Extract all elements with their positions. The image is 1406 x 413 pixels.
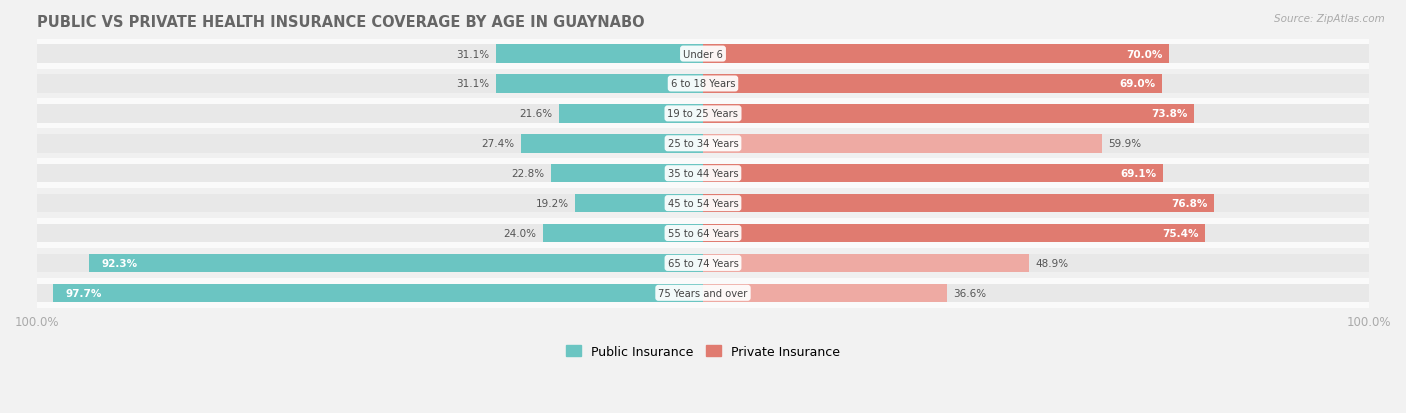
Bar: [496, 75, 703, 93]
Bar: [37, 75, 703, 93]
Text: 59.9%: 59.9%: [1108, 139, 1142, 149]
Bar: [703, 135, 1369, 153]
Text: 75.4%: 75.4%: [1161, 228, 1198, 238]
Text: Source: ZipAtlas.com: Source: ZipAtlas.com: [1274, 14, 1385, 24]
Text: 35 to 44 Years: 35 to 44 Years: [668, 169, 738, 179]
Text: 69.0%: 69.0%: [1119, 79, 1156, 89]
Bar: [703, 284, 1369, 302]
Text: 48.9%: 48.9%: [1035, 258, 1069, 268]
Bar: [703, 45, 1369, 64]
Bar: [37, 254, 703, 273]
Bar: [496, 45, 703, 64]
Text: 22.8%: 22.8%: [512, 169, 544, 179]
Text: 55 to 64 Years: 55 to 64 Years: [668, 228, 738, 238]
Bar: [37, 284, 703, 302]
Bar: [703, 195, 1369, 213]
Bar: [703, 224, 1369, 243]
Bar: [37, 99, 1369, 129]
Bar: [37, 45, 703, 64]
Bar: [703, 284, 946, 302]
Bar: [703, 224, 1205, 243]
Text: PUBLIC VS PRIVATE HEALTH INSURANCE COVERAGE BY AGE IN GUAYNABO: PUBLIC VS PRIVATE HEALTH INSURANCE COVER…: [37, 15, 645, 30]
Text: 19 to 25 Years: 19 to 25 Years: [668, 109, 738, 119]
Bar: [560, 105, 703, 123]
Bar: [37, 189, 1369, 218]
Bar: [703, 105, 1194, 123]
Bar: [37, 218, 1369, 248]
Bar: [703, 135, 1102, 153]
Text: 76.8%: 76.8%: [1171, 199, 1208, 209]
Text: 19.2%: 19.2%: [536, 199, 568, 209]
Text: 6 to 18 Years: 6 to 18 Years: [671, 79, 735, 89]
Text: 25 to 34 Years: 25 to 34 Years: [668, 139, 738, 149]
Text: 36.6%: 36.6%: [953, 288, 987, 298]
Bar: [37, 69, 1369, 99]
Bar: [703, 105, 1369, 123]
Text: 75 Years and over: 75 Years and over: [658, 288, 748, 298]
Text: 73.8%: 73.8%: [1152, 109, 1188, 119]
Text: 92.3%: 92.3%: [101, 258, 138, 268]
Text: 45 to 54 Years: 45 to 54 Years: [668, 199, 738, 209]
Bar: [703, 195, 1215, 213]
Bar: [703, 75, 1369, 93]
Bar: [703, 164, 1163, 183]
Text: 69.1%: 69.1%: [1121, 169, 1156, 179]
Bar: [89, 254, 703, 273]
Bar: [37, 135, 703, 153]
Bar: [37, 40, 1369, 69]
Text: 24.0%: 24.0%: [503, 228, 537, 238]
Bar: [37, 248, 1369, 278]
Bar: [543, 224, 703, 243]
Legend: Public Insurance, Private Insurance: Public Insurance, Private Insurance: [561, 340, 845, 363]
Bar: [703, 75, 1163, 93]
Bar: [37, 164, 703, 183]
Bar: [37, 159, 1369, 189]
Text: Under 6: Under 6: [683, 50, 723, 59]
Text: 31.1%: 31.1%: [456, 50, 489, 59]
Text: 31.1%: 31.1%: [456, 79, 489, 89]
Text: 70.0%: 70.0%: [1126, 50, 1163, 59]
Text: 97.7%: 97.7%: [66, 288, 103, 298]
Bar: [37, 105, 703, 123]
Bar: [575, 195, 703, 213]
Bar: [520, 135, 703, 153]
Bar: [703, 164, 1369, 183]
Bar: [703, 254, 1029, 273]
Bar: [37, 278, 1369, 308]
Bar: [37, 129, 1369, 159]
Bar: [37, 224, 703, 243]
Bar: [703, 45, 1168, 64]
Bar: [703, 254, 1369, 273]
Bar: [52, 284, 703, 302]
Text: 21.6%: 21.6%: [519, 109, 553, 119]
Text: 27.4%: 27.4%: [481, 139, 515, 149]
Bar: [37, 195, 703, 213]
Text: 65 to 74 Years: 65 to 74 Years: [668, 258, 738, 268]
Bar: [551, 164, 703, 183]
